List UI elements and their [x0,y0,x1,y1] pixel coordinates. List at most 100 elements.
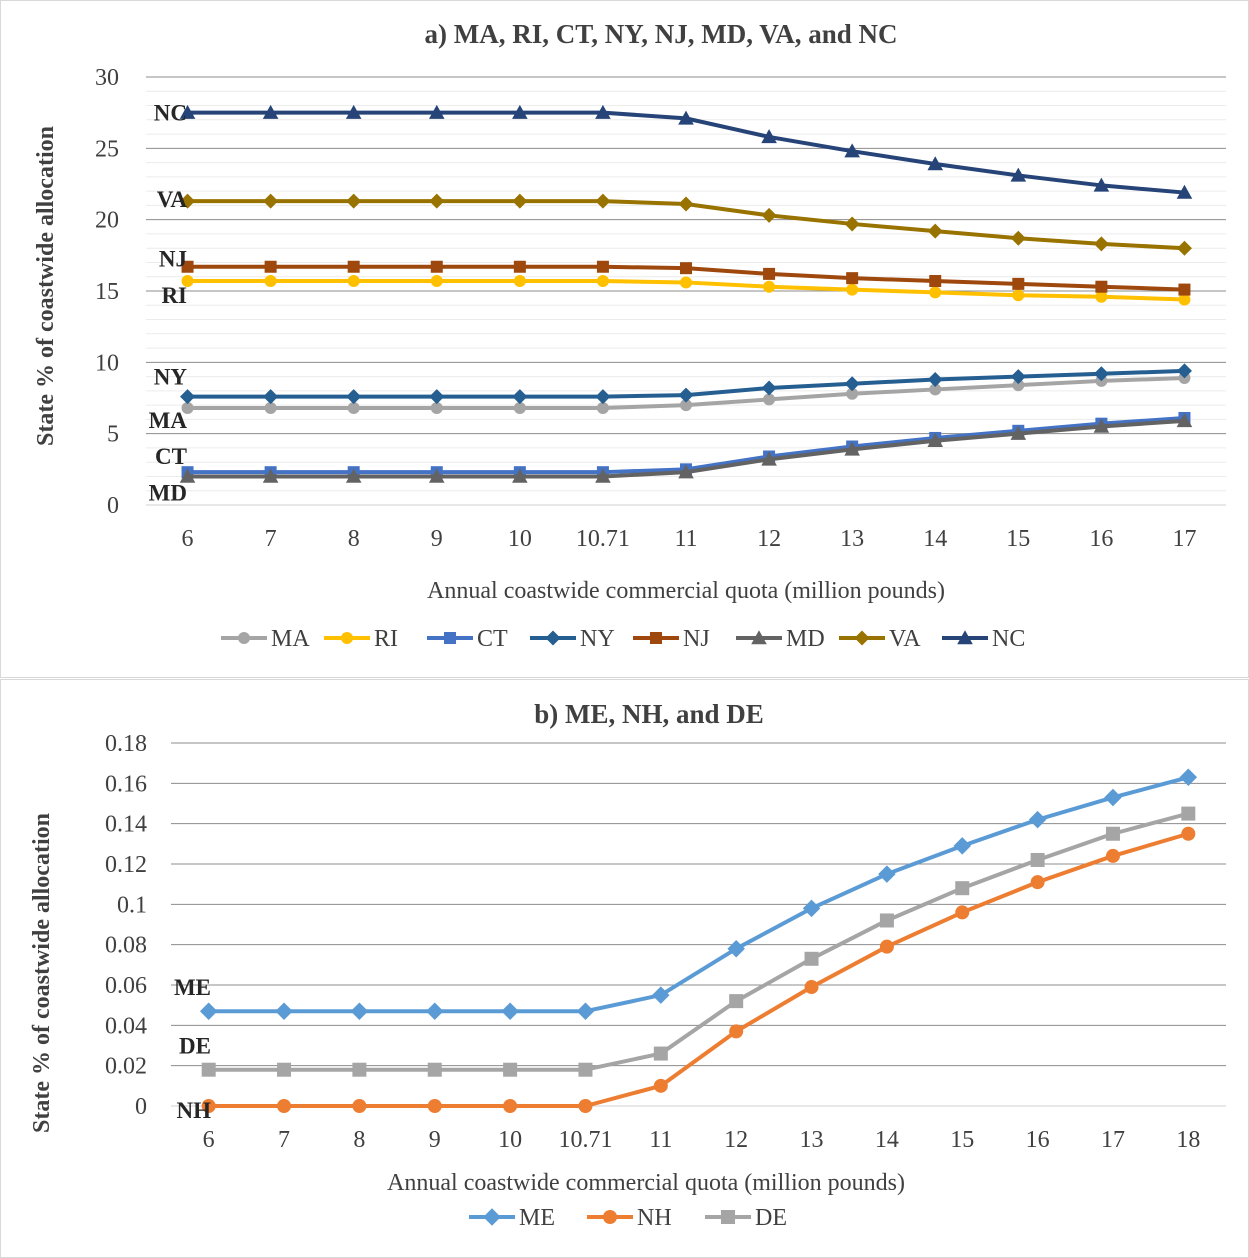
x-tick-label: 15 [1006,526,1030,552]
x-tick-label: 11 [674,526,697,552]
data-point-nh [578,1099,593,1113]
y-tick-label: 10 [95,350,119,376]
data-point-md [678,464,694,479]
data-point-ny [1093,366,1109,382]
data-point-ny [512,389,528,405]
legend-marker-va [854,630,870,646]
data-point-ri [763,280,776,293]
data-point-me [802,899,821,918]
data-point-nj [264,260,277,273]
y-tick-label: 0 [135,1094,147,1120]
data-point-ri [264,275,277,288]
series-label-nh: NH [177,1098,212,1123]
data-point-md [1093,418,1110,433]
data-point-md [1176,413,1193,428]
data-point-ri [1095,290,1108,303]
series-label-ri: RI [161,283,187,308]
data-point-ma [430,401,443,414]
chart-panel-b: b) ME, NH, and DE State % of coastwide a… [0,679,1249,1258]
x-tick-label: 12 [757,526,781,552]
data-point-nc [262,104,279,119]
data-point-md [927,433,944,448]
chart-b-svg: b) ME, NH, and DE State % of coastwide a… [29,699,1226,1231]
data-point-md [345,468,362,483]
legend-marker-nh [603,1210,617,1224]
data-point-va [678,196,694,212]
data-point-nj [1012,277,1025,290]
series-line-me [208,775,1189,1014]
data-point-nh [427,1099,442,1113]
data-point-ny [263,389,279,405]
series-label-ma: MA [149,408,188,433]
x-tick-label: 6 [203,1127,215,1153]
y-tick-label: 0.04 [105,1013,147,1039]
data-point-de [1181,806,1196,821]
chart-panel-a: a) MA, RI, CT, NY, NJ, MD, VA, and NC St… [0,0,1249,678]
legend-marker-ct [444,632,456,644]
chart-a-xlabel: Annual coastwide commercial quota (milli… [427,578,945,604]
x-tick-label: 10 [498,1127,522,1153]
x-tick-label: 7 [278,1127,290,1153]
legend-label-ma: MA [271,626,310,652]
data-point-ri [1012,289,1025,302]
data-point-ri [347,275,360,288]
data-point-va [180,193,196,209]
data-point-nc [927,156,944,171]
data-point-va [761,207,777,223]
data-point-ri [929,286,942,299]
data-point-nj [596,260,609,273]
chart-b-title: b) ME, NH, and DE [534,699,764,729]
data-point-me [199,1002,218,1020]
data-point-nc [595,104,611,119]
data-point-me [727,939,745,958]
data-point-nh [804,980,819,995]
data-point-va [844,216,860,232]
x-tick-label: 10.71 [558,1127,612,1153]
y-tick-label: 30 [95,65,119,91]
data-point-nh [1181,826,1196,841]
data-point-de [201,1062,216,1077]
data-point-nh [352,1099,367,1113]
data-point-de [955,881,970,896]
data-point-va [512,193,528,209]
data-point-md [1010,425,1027,440]
y-tick-label: 20 [95,208,119,234]
data-point-ma [680,399,692,412]
data-point-md [179,468,196,483]
data-point-ri [596,275,609,288]
x-tick-label: 13 [800,1127,824,1153]
data-point-ny [595,389,611,405]
chart-b-xlabel: Annual coastwide commercial quota (milli… [387,1170,905,1196]
x-tick-label: 17 [1101,1127,1125,1153]
y-tick-label: 15 [95,279,119,305]
legend-marker-nc [957,630,973,645]
data-point-de [879,913,894,928]
legend-marker-md [751,630,767,645]
x-tick-label: 12 [724,1127,748,1153]
data-point-ma [763,393,776,406]
data-point-me [576,1002,595,1020]
y-tick-label: 0.1 [117,892,147,918]
data-point-nj [1095,280,1108,293]
y-tick-label: 0.06 [105,973,147,999]
data-point-ma [181,401,194,414]
data-point-md [428,468,445,483]
y-tick-label: 0 [107,493,119,519]
y-tick-label: 0.16 [105,771,147,797]
data-point-ma [596,401,609,414]
data-point-ny [1010,369,1026,385]
series-label-de: DE [179,1034,211,1059]
data-point-va [263,193,279,209]
legend-label-ct: CT [477,626,508,652]
x-tick-label: 15 [950,1127,974,1153]
x-tick-label: 7 [265,526,277,552]
data-point-nc [1010,167,1027,182]
y-tick-label: 25 [95,136,119,162]
data-point-nj [929,275,942,288]
data-point-nh [1030,875,1045,890]
y-tick-label: 0.14 [105,812,147,838]
x-tick-label: 18 [1176,1127,1200,1153]
data-point-ri [181,275,194,288]
data-point-ri [430,275,443,288]
data-point-de [1105,826,1120,841]
